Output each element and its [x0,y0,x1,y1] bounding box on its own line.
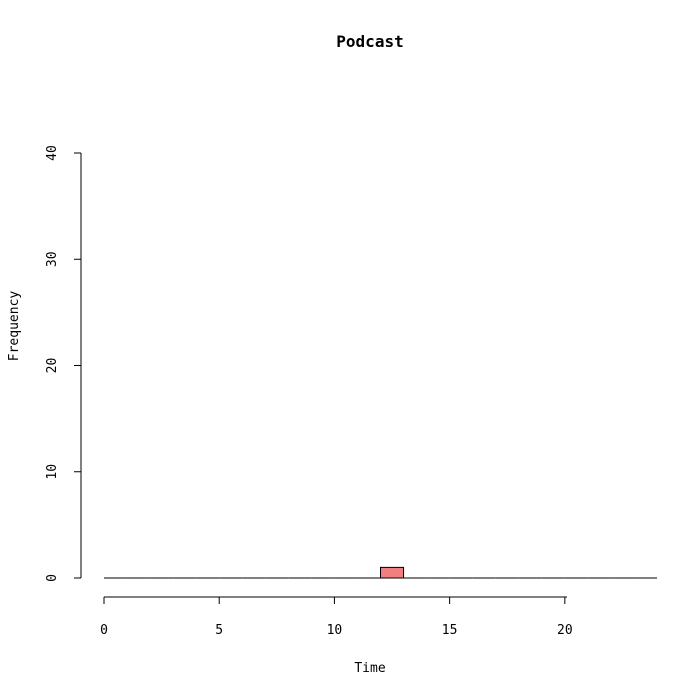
y-tick-label: 0 [45,574,60,582]
y-tick-label: 40 [45,145,60,161]
y-tick-label: 10 [45,464,60,480]
x-tick-label: 5 [215,623,223,638]
x-axis: 0 5 10 15 20 [100,596,573,638]
y-tick-label: 30 [45,251,60,267]
chart-title: Podcast [336,32,403,51]
x-tick-label: 10 [327,623,343,638]
y-tick-label: 20 [45,358,60,374]
histogram-bar [380,566,405,579]
x-axis-label: Time [354,661,385,676]
bars-group [104,566,657,579]
x-tick-label: 20 [557,623,573,638]
y-axis-label: Frequency [7,291,22,362]
x-tick-label: 0 [100,623,108,638]
y-axis: 0 10 20 30 40 [45,145,82,582]
x-tick-label: 15 [442,623,458,638]
